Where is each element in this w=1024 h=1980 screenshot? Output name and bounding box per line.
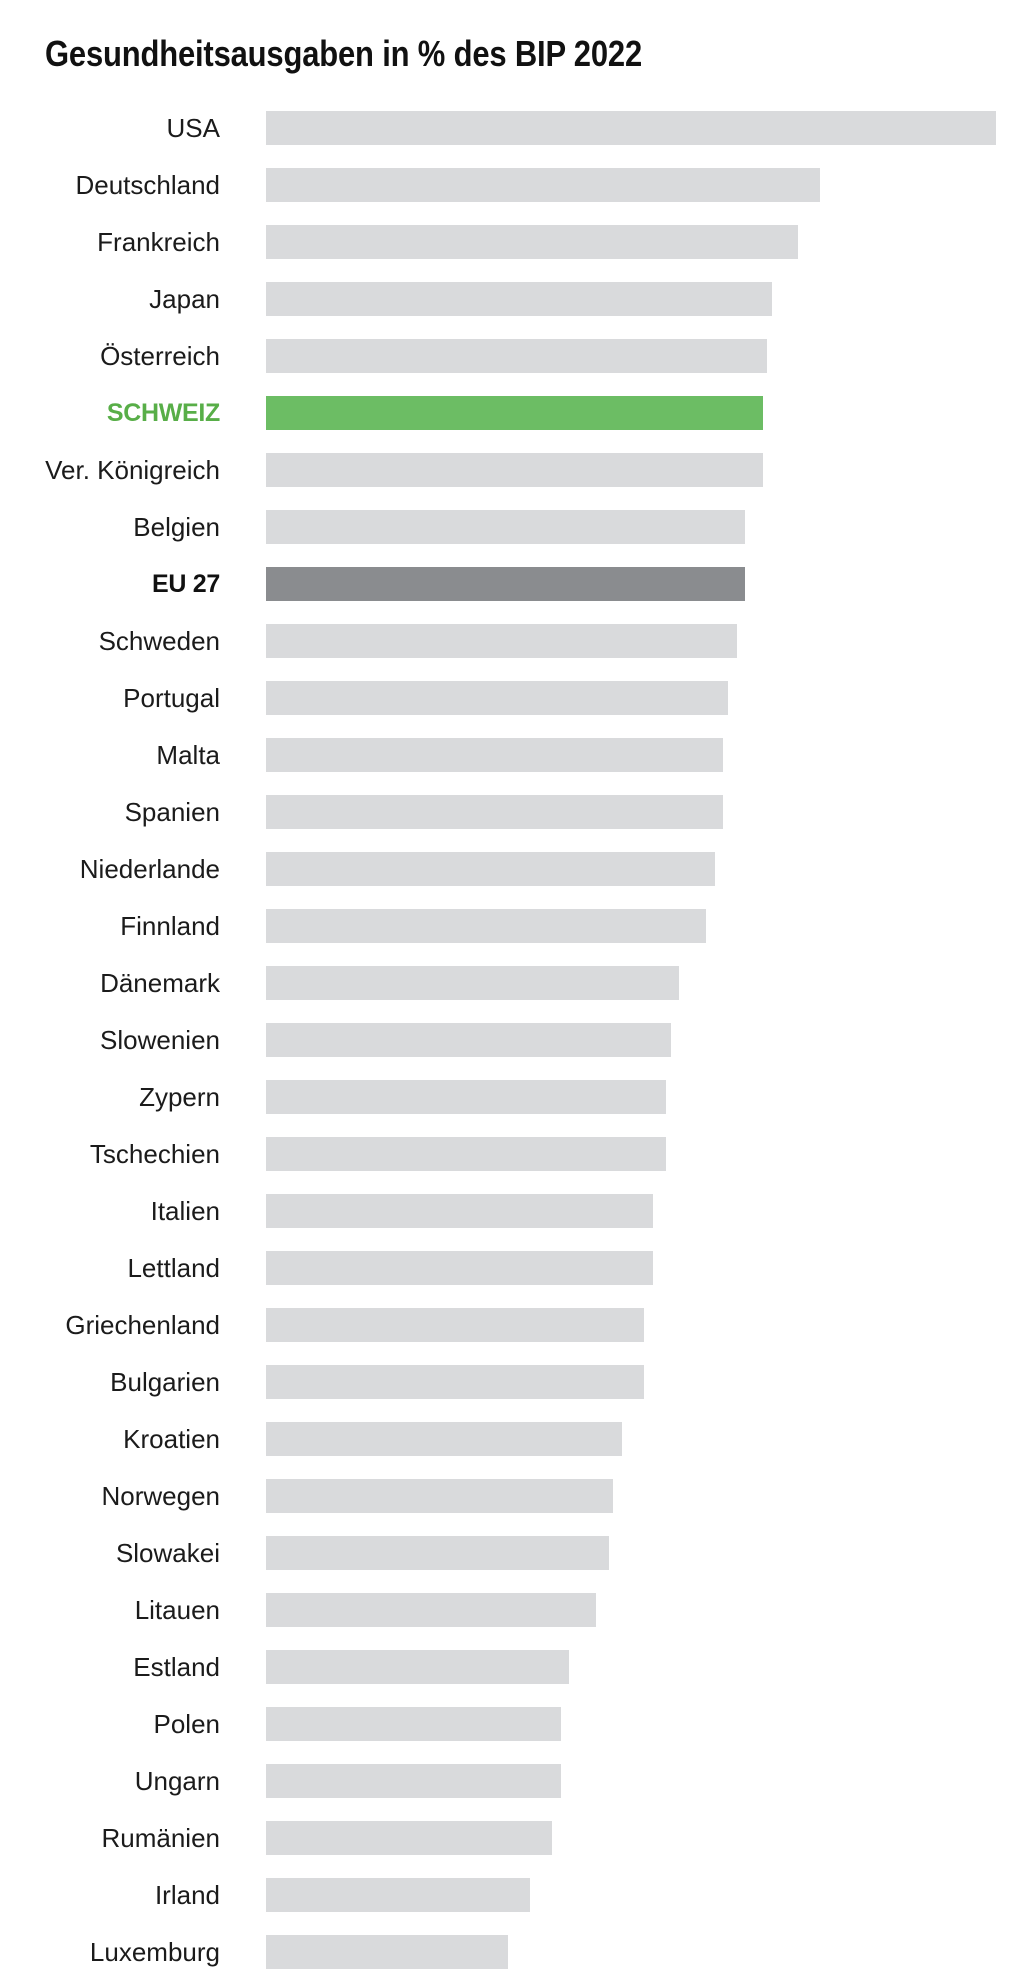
bar-spanien [266, 795, 724, 829]
label-slowakei: Slowakei [115, 1538, 220, 1568]
bar-schweden [266, 624, 737, 658]
label-norwegen: Norwegen [101, 1481, 220, 1511]
bar-estland [266, 1650, 570, 1684]
bar-italien [266, 1194, 653, 1228]
label-slowenien: Slowenien [100, 1025, 220, 1055]
label-frankreich: Frankreich [97, 227, 220, 257]
bar-belgien [266, 510, 746, 544]
bar-ungarn [266, 1764, 561, 1798]
bar-ver-konigreich [266, 453, 763, 487]
label-osterreich: Österreich [100, 341, 220, 371]
label-malta: Malta [156, 740, 220, 770]
bar-osterreich [266, 339, 768, 373]
label-usa: USA [166, 113, 220, 143]
label-schweden: Schweden [98, 626, 220, 656]
label-bulgarien: Bulgarien [110, 1367, 220, 1397]
bar-slowakei [266, 1536, 609, 1570]
bar-lettland [266, 1251, 653, 1285]
bar-eu-27 [266, 567, 746, 601]
label-belgien: Belgien [133, 512, 220, 542]
label-deutschland: Deutschland [75, 170, 220, 200]
label-japan: Japan [149, 284, 220, 314]
bar-malta [266, 738, 724, 772]
label-spanien: Spanien [124, 797, 220, 827]
label-italien: Italien [150, 1196, 220, 1226]
label-zypern: Zypern [139, 1082, 220, 1112]
label-eu-27: EU 27 [152, 570, 220, 598]
bar-griechenland [266, 1308, 645, 1342]
label-irland: Irland [154, 1880, 220, 1910]
chart-title: Gesundheitsausgaben in % des BIP 2022 [45, 33, 643, 74]
bar-bulgarien [266, 1365, 645, 1399]
label-schweiz: SCHWEIZ [106, 399, 220, 427]
bar-portugal [266, 681, 728, 715]
label-estland: Estland [133, 1652, 220, 1682]
bar-danemark [266, 966, 680, 1000]
bar-frankreich [266, 225, 799, 259]
label-luxemburg: Luxemburg [89, 1937, 220, 1967]
bar-polen [266, 1707, 561, 1741]
label-portugal: Portugal [123, 683, 220, 713]
bar-japan [266, 282, 772, 316]
bar-norwegen [266, 1479, 614, 1513]
bar-irland [266, 1878, 530, 1912]
label-kroatien: Kroatien [123, 1424, 220, 1454]
bar-luxemburg [266, 1935, 508, 1969]
bar-rumanien [266, 1821, 552, 1855]
bar-usa [266, 111, 996, 145]
bar-tschechien [266, 1137, 667, 1171]
label-polen: Polen [153, 1709, 221, 1739]
bar-schweiz [266, 396, 763, 430]
label-tschechien: Tschechien [89, 1139, 220, 1169]
label-griechenland: Griechenland [65, 1310, 220, 1340]
bar-deutschland [266, 168, 821, 202]
bar-kroatien [266, 1422, 623, 1456]
label-lettland: Lettland [127, 1253, 220, 1283]
bar-zypern [266, 1080, 667, 1114]
bar-niederlande [266, 852, 715, 886]
label-litauen: Litauen [134, 1595, 220, 1625]
label-ver-konigreich: Ver. Königreich [45, 455, 220, 485]
bar-finnland [266, 909, 706, 943]
label-danemark: Dänemark [100, 968, 220, 998]
label-rumanien: Rumänien [101, 1823, 220, 1853]
bar-litauen [266, 1593, 596, 1627]
bar-slowenien [266, 1023, 671, 1057]
label-niederlande: Niederlande [79, 854, 220, 884]
label-finnland: Finnland [120, 911, 220, 941]
label-ungarn: Ungarn [134, 1766, 220, 1796]
